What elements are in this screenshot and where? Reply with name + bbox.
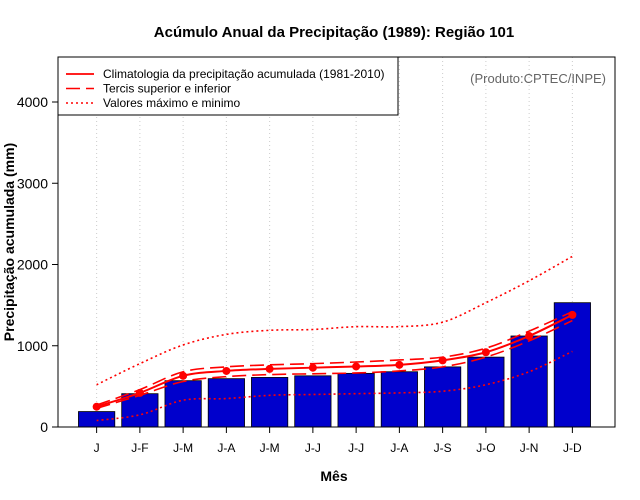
bar: [424, 366, 462, 428]
data-point: [525, 332, 534, 340]
bar: [294, 375, 332, 428]
data-point: [481, 348, 490, 357]
x-tick-label: J-D: [563, 441, 582, 455]
chart-title: Acúmulo Anual da Precipitação (1989): Re…: [154, 24, 514, 41]
bar: [510, 335, 548, 428]
series-line-lower: [96, 319, 573, 410]
x-tick-label: J-O: [476, 441, 495, 455]
x-tick-label: J-M: [260, 441, 280, 455]
series-line-min: [96, 350, 573, 422]
series-line-max: [96, 255, 573, 386]
x-tick-label: J-M: [173, 441, 193, 455]
y-tick-label: 3000: [17, 175, 48, 191]
x-tick-label: J-J: [305, 441, 321, 455]
legend-label: Tercis superior e inferior: [103, 82, 231, 96]
bars: [78, 302, 591, 428]
credit-text: (Produto:CPTEC/INPE): [470, 71, 606, 86]
y-tick-label: 2000: [17, 257, 48, 273]
legend: Climatologia da precipitação acumulada (…: [57, 56, 399, 116]
x-tick-label: J-A: [390, 441, 408, 455]
bar: [553, 302, 591, 428]
data-point: [265, 364, 274, 373]
data-point: [568, 310, 577, 319]
x-tick-label: J-S: [434, 441, 452, 455]
series-line-upper: [96, 310, 573, 406]
y-axis: 0 1000 2000 3000 4000: [17, 94, 58, 435]
legend-label: Valores máximo e minimo: [103, 96, 240, 110]
x-tick-label: J-A: [217, 441, 235, 455]
y-axis-label: Precipitação acumulada (mm): [1, 143, 17, 341]
x-axis: J J-F J-M J-A J-M J-J J-J J-A J-S J-O J-N J-D: [94, 427, 582, 455]
data-point: [92, 402, 101, 411]
y-tick-label: 0: [40, 419, 48, 435]
data-point: [395, 360, 404, 369]
y-tick-label: 4000: [17, 94, 48, 110]
data-point: [308, 363, 317, 372]
bar: [251, 377, 289, 428]
legend-box: [57, 56, 399, 116]
x-tick-label: J: [94, 441, 100, 455]
y-tick-label: 1000: [17, 338, 48, 354]
x-tick-label: J-F: [131, 441, 148, 455]
x-tick-label: J-N: [520, 441, 539, 455]
climatology-points: [92, 310, 577, 411]
data-point: [352, 362, 361, 371]
x-tick-label: J-J: [348, 441, 364, 455]
bar: [207, 378, 245, 428]
data-point: [135, 388, 144, 397]
data-point: [222, 366, 231, 375]
bar: [78, 411, 116, 428]
x-axis-label: Mês: [320, 468, 347, 484]
data-point: [179, 371, 188, 380]
bar: [337, 372, 375, 428]
bar: [467, 356, 505, 428]
legend-label: Climatologia da precipitação acumulada (…: [103, 67, 385, 81]
data-point: [438, 356, 447, 365]
bar: [380, 371, 418, 428]
